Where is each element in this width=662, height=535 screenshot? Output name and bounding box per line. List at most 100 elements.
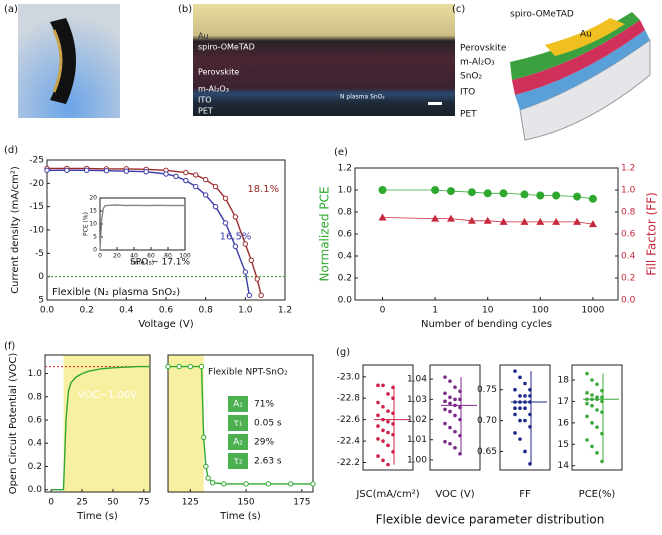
data-point [453,403,457,408]
data-point [585,401,589,406]
data-point [265,481,272,487]
data-point [448,441,452,446]
layer-au [545,18,625,56]
y-tick-label: 0.8 [338,208,353,218]
data-point [590,403,594,408]
stack-label: Perovskite [460,44,507,54]
x-tick-label: 100 [532,306,549,316]
y-tick-label: 0.75 [477,385,497,395]
y-tick-label: -15 [29,202,44,212]
x-tick-label: 60 [147,253,155,260]
data-point [573,217,582,225]
data-point [588,194,597,203]
data-point [518,400,522,404]
data-point [183,169,189,176]
x-tick-label: 75 [138,498,149,508]
y-tick-label: 1.02 [407,415,427,425]
data-point [381,428,385,433]
x-tick-label: 1 [432,306,438,316]
y-axis-label: Current density (mA/cm²) [10,166,21,294]
fit-param: τ₂ [233,457,242,467]
series-label: 18.1% [247,184,279,195]
panel-label: (a) [4,4,18,15]
data-point [523,418,527,423]
x-axis-label: time (s) [131,260,154,267]
plot-frame [499,364,551,471]
data-point [287,481,294,487]
data-point [573,192,582,201]
y-tick-label: 0.65 [477,447,497,457]
data-point [528,424,532,429]
data-point [443,439,447,444]
y-tick-label: -22.8 [337,394,361,404]
data-point [600,399,604,404]
y2-tick-label: 0.2 [621,274,635,284]
data-point [595,397,599,402]
data-point [386,392,390,396]
data-point [446,187,455,196]
sem-label: m-Al₂O₃ [198,85,229,94]
data-point [448,409,452,414]
fit-cell [228,396,248,412]
data-point [499,189,508,198]
data-point [453,429,457,434]
y-tick-label: 0.0 [338,296,353,306]
data-point [483,216,492,224]
x-tick-label: 0 [98,253,102,260]
y-axis-label: Open Circuit Potential (VOC) [8,353,19,495]
x-tick-label: 10 [482,306,494,316]
data-point [467,188,476,197]
layer-perovskite [512,20,645,95]
y-tick-label: -22.4 [337,437,361,447]
plot-frame [429,364,481,471]
stack-label: m-Al₂O₃ [460,58,495,68]
x-axis-label: VOC (V) [435,489,474,500]
data-point [378,213,387,221]
data-point [222,220,229,226]
data-point [453,413,457,418]
data-point [103,168,110,174]
y-axis-label: Normalized PCE [318,186,332,281]
x-tick-label: 0 [380,306,386,316]
data-point [221,481,227,487]
x-tick-label: 125 [182,498,199,508]
data-point [44,167,50,173]
data-point [590,397,594,402]
sem-label: Perovskite [198,68,239,77]
y-tick-label: -25 [29,156,44,166]
caption: Flexible device parameter distribution [376,513,605,527]
layer-ito [515,30,650,110]
data-point [600,395,604,399]
data-point [258,292,264,299]
data-point [173,173,179,180]
data-point [376,383,380,388]
data-point [523,381,527,386]
stack-label: SnO₂ [460,72,483,82]
data-point [499,217,508,225]
x-tick-label: 25 [76,498,87,508]
stack-label: ITO [460,88,475,98]
data-point [386,430,390,435]
y-tick-label: 14 [558,461,570,471]
y-tick-label: 0.8 [28,392,43,402]
data-point [187,363,194,370]
data-point [376,424,380,428]
data-point [443,399,447,404]
data-point [448,379,452,383]
data-point [513,406,517,411]
data-point [381,383,385,388]
annotation: SPO ~ 17.1% [130,258,191,268]
data-point [222,195,229,201]
data-point [590,393,594,397]
data-point [513,369,517,373]
data-point [246,292,253,299]
y-tick-label: 16 [558,418,570,428]
data-point [448,401,452,406]
data-point [518,394,522,398]
x-tick-label: 0.6 [159,306,174,316]
plot-frame [362,364,414,471]
data-point [453,385,457,390]
y-tick-label: 0.6 [338,230,353,240]
data-point [453,397,457,402]
data-point [381,458,385,463]
